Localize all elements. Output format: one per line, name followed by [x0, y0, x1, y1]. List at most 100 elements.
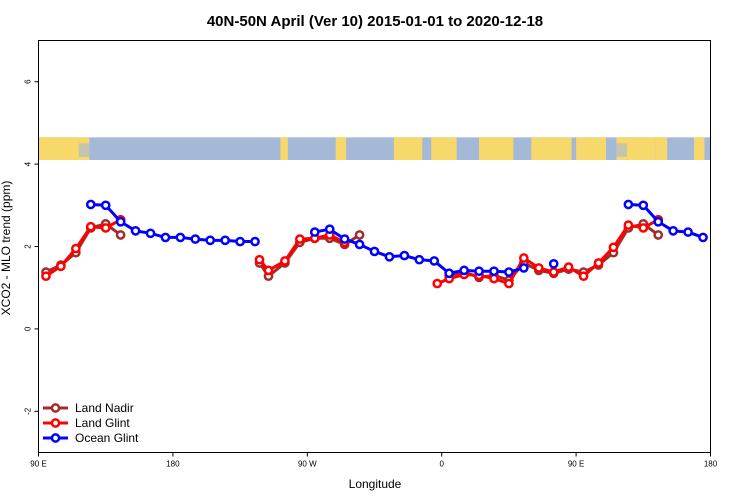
- y-tick-label: -2: [24, 407, 33, 415]
- data-point: [324, 224, 335, 235]
- map-land: [655, 137, 668, 160]
- data-point: [115, 216, 126, 227]
- map-land: [431, 137, 457, 160]
- map-land: [335, 137, 347, 160]
- data-point: [280, 256, 290, 266]
- data-point: [653, 230, 664, 240]
- data-point: [384, 251, 395, 262]
- data-point: [504, 267, 514, 277]
- data-point: [623, 199, 634, 210]
- data-point: [160, 232, 171, 243]
- x-tick-label: 180: [166, 460, 180, 469]
- map-land: [576, 137, 606, 160]
- data-point: [608, 242, 619, 253]
- map-coast: [78, 143, 90, 157]
- data-point: [100, 200, 111, 211]
- data-point: [623, 220, 634, 230]
- map-land: [38, 137, 79, 160]
- data-point: [235, 236, 245, 247]
- legend-item: Land Nadir: [43, 401, 134, 415]
- legend-item: Land Glint: [43, 416, 130, 430]
- x-tick-label: 90 E: [568, 460, 584, 469]
- data-point: [250, 236, 260, 247]
- data-point: [698, 232, 708, 243]
- data-point: [309, 227, 320, 237]
- data-point: [668, 225, 679, 236]
- data-point: [563, 262, 574, 272]
- x-axis: 90 E 180 90 W 0 90 E 180: [30, 452, 718, 469]
- data-point: [100, 223, 111, 233]
- data-point: [85, 199, 96, 210]
- data-point: [56, 261, 66, 272]
- map-land: [479, 137, 514, 160]
- world-map-strip: [38, 137, 711, 160]
- map-coast: [616, 143, 627, 157]
- x-tick-label: 90 W: [298, 460, 317, 469]
- data-point: [518, 263, 529, 273]
- data-point: [474, 266, 484, 277]
- data-point: [414, 254, 425, 265]
- data-point: [263, 265, 274, 276]
- data-point: [85, 221, 96, 232]
- data-point: [489, 266, 499, 277]
- data-point: [548, 267, 559, 277]
- chart-title: 40N-50N April (Ver 10) 2015-01-01 to 202…: [207, 13, 543, 30]
- data-point: [533, 263, 544, 273]
- y-tick-label: 2: [24, 244, 33, 249]
- data-point: [578, 271, 589, 282]
- legend-label: Land Nadir: [75, 401, 134, 415]
- data-point: [220, 235, 231, 246]
- y-axis-label: XCO2 - MLO trend (ppm): [0, 181, 13, 316]
- series-line: [436, 218, 659, 286]
- data-point: [115, 230, 126, 240]
- data-point: [459, 265, 469, 276]
- legend-label: Ocean Glint: [75, 431, 139, 445]
- data-point: [205, 235, 216, 246]
- data-point: [489, 273, 499, 284]
- data-point: [339, 234, 350, 244]
- map-land: [280, 137, 288, 160]
- data-point: [254, 254, 265, 265]
- map-land: [531, 137, 572, 160]
- data-point: [130, 225, 141, 236]
- data-point: [504, 278, 514, 289]
- data-point: [70, 243, 81, 254]
- data-point: [593, 258, 604, 268]
- data-point: [175, 232, 186, 243]
- legend-marker: [50, 433, 61, 443]
- legend-label: Land Glint: [75, 416, 130, 430]
- data-point: [429, 256, 440, 266]
- series-layer: [41, 199, 708, 289]
- y-tick-label: 0: [24, 326, 33, 331]
- map-ocean: [38, 137, 711, 160]
- map-land: [393, 137, 423, 160]
- data-point: [294, 234, 305, 244]
- data-point: [190, 234, 201, 244]
- data-point: [399, 250, 410, 261]
- y-tick-label: 4: [24, 161, 33, 166]
- x-tick-label: 0: [439, 460, 444, 469]
- series-ocean-glint: [85, 199, 708, 279]
- y-tick-label: 6: [24, 79, 33, 84]
- data-point: [41, 271, 51, 282]
- data-point: [518, 253, 529, 263]
- x-axis-label: Longitude: [349, 477, 402, 491]
- data-point: [548, 258, 559, 269]
- data-point: [145, 228, 156, 239]
- data-point: [653, 216, 664, 227]
- data-point: [354, 230, 365, 240]
- data-point: [432, 278, 443, 289]
- data-point: [444, 268, 455, 279]
- map-land: [694, 137, 705, 160]
- data-point: [638, 200, 649, 211]
- x-tick-label: 180: [704, 460, 718, 469]
- data-point: [683, 227, 693, 237]
- data-point: [638, 223, 649, 233]
- data-point: [369, 246, 380, 257]
- y-axis: -2 0 2 4 6: [24, 79, 39, 415]
- x-tick-label: 90 E: [30, 460, 46, 469]
- legend-marker: [50, 418, 61, 428]
- legend-item: Ocean Glint: [43, 431, 139, 445]
